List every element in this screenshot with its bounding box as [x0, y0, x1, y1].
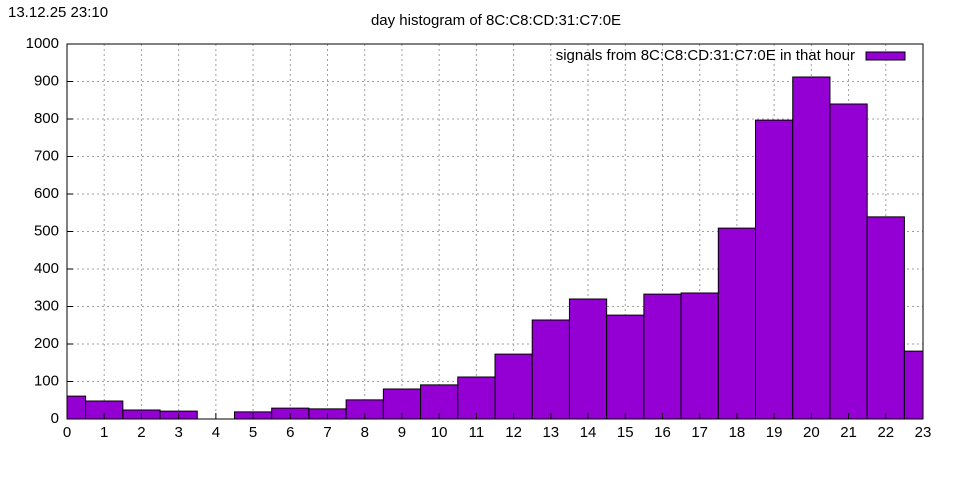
x-tick-label: 16 — [654, 424, 671, 441]
y-tick-label: 700 — [34, 147, 59, 164]
bar — [680, 292, 719, 419]
bar — [494, 353, 533, 419]
y-tick-label: 500 — [34, 222, 59, 239]
x-tick-label: 15 — [617, 424, 634, 441]
x-tick-label: 6 — [286, 424, 294, 441]
x-tick-label: 7 — [323, 424, 331, 441]
legend-swatch — [865, 51, 906, 61]
bar — [457, 376, 496, 419]
bar — [866, 216, 905, 419]
x-tick-label: 17 — [691, 424, 708, 441]
x-tick-label: 12 — [505, 424, 522, 441]
y-tick-label: 800 — [34, 110, 59, 127]
y-tick-label: 300 — [34, 297, 59, 314]
x-tick-label: 10 — [431, 424, 448, 441]
x-tick-label: 21 — [840, 424, 857, 441]
x-tick-label: 23 — [915, 424, 932, 441]
y-tick-label: 1000 — [26, 35, 59, 52]
bar — [568, 298, 608, 419]
y-tick-label: 400 — [34, 260, 59, 277]
y-tick-label: 100 — [34, 372, 59, 389]
bar — [643, 293, 682, 419]
y-tick-label: 0 — [51, 410, 59, 427]
bar — [755, 119, 794, 419]
x-tick-label: 4 — [212, 424, 220, 441]
x-tick-label: 18 — [729, 424, 746, 441]
x-tick-label: 11 — [469, 424, 485, 441]
x-tick-label: 22 — [877, 424, 894, 441]
x-tick-label: 2 — [137, 424, 145, 441]
y-tick-label: 900 — [34, 72, 59, 89]
y-tick-label: 200 — [34, 335, 59, 352]
legend-label: signals from 8C:C8:CD:31:C7:0E in that h… — [556, 47, 855, 64]
timestamp: 13.12.25 23:10 — [8, 4, 108, 21]
bar — [531, 319, 570, 419]
chart-title: day histogram of 8C:C8:CD:31:C7:0E — [371, 12, 621, 29]
y-tick-label: 600 — [34, 185, 59, 202]
x-tick-label: 0 — [63, 424, 71, 441]
x-tick-label: 9 — [398, 424, 406, 441]
x-tick-label: 13 — [542, 424, 559, 441]
x-tick-label: 3 — [174, 424, 182, 441]
x-tick-label: 5 — [249, 424, 257, 441]
bar — [606, 314, 645, 419]
x-tick-label: 19 — [766, 424, 783, 441]
x-tick-label: 20 — [803, 424, 820, 441]
bar — [792, 76, 831, 419]
x-tick-label: 14 — [580, 424, 597, 441]
x-tick-label: 8 — [361, 424, 369, 441]
x-tick-label: 1 — [100, 424, 108, 441]
bar — [717, 227, 757, 419]
bars — [67, 76, 923, 419]
bar — [829, 103, 868, 419]
